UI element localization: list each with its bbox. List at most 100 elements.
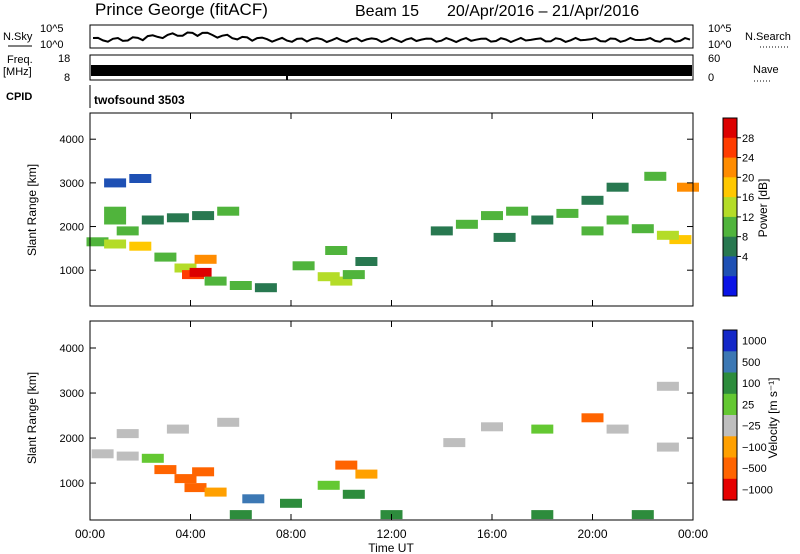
time-tick-label: 00:00 [75,527,105,541]
heatmap-cell [656,442,679,452]
heatmap-cell [204,276,227,286]
heatmap-cell [556,208,579,218]
y-tick-label: 2000 [60,222,84,234]
heatmap-cell [141,215,164,225]
colorbar-tick-label: −500 [742,463,767,475]
heatmap-cell [189,267,212,277]
noise-panel [89,24,694,49]
heatmap-cell [330,276,353,286]
heatmap-cell [606,182,629,192]
heatmap-cell [669,235,692,245]
heatmap-cell [531,215,554,225]
heatmap-cell [229,281,252,290]
heatmap-cell [116,429,139,439]
colorbar-swatch [723,118,737,139]
y-tick-label: 3000 [60,178,84,190]
noise-tick-left-high: 10^5 [40,23,64,35]
heatmap-cell [104,239,127,249]
heatmap-cell [154,465,177,475]
colorbar-tick-label: −25 [742,421,761,433]
freq-label-line1: Freq. [7,54,33,66]
heatmap-cell [104,178,127,188]
colorbar-swatch [723,351,737,374]
heatmap-cell [581,195,604,205]
colorbar-tick-label: 1000 [742,336,766,348]
heatmap-cell [166,213,189,223]
noise-tick-left-low: 10^0 [40,39,64,51]
heatmap-cell [317,272,340,282]
colorbar-frame [722,117,738,297]
heatmap-cell [104,206,127,216]
heatmap-cell [317,480,340,490]
colorbar-swatch [723,256,737,277]
colorbar-swatch [723,330,737,352]
heatmap-cell [455,219,478,229]
heatmap-cell [531,424,554,434]
noise-tick-right-high: 10^5 [708,23,732,35]
freq-band [91,65,692,76]
heatmap-cell [174,263,197,273]
heatmap-cell [184,483,207,493]
heatmap-cell [129,174,152,183]
date-range: 20/Apr/2016 – 21/Apr/2016 [447,3,639,20]
colorbar-tick-label: 16 [742,192,754,204]
colorbar-swatch [723,157,737,178]
station-title: Prince George (fitACF) [95,0,268,19]
colorbar-tick-label: 4 [742,251,748,263]
heatmap-cell [325,246,348,255]
heatmap-cell [86,237,109,247]
heatmap-cell [192,211,215,221]
heatmap-cell [443,438,466,448]
heatmap-cell [174,474,197,484]
colorbar-tick-label: 20 [742,172,754,184]
heatmap-cell [581,226,604,236]
colorbar-swatch [723,276,737,297]
nave-tick-low: 0 [708,72,714,84]
colorbar-swatch [723,372,737,395]
colorbar-swatch [723,415,737,437]
colorbar-tick-label: 28 [742,133,754,145]
heatmap-cell [242,494,265,504]
colorbar-swatch [723,177,737,198]
time-tick-label: 00:00 [678,527,708,541]
heatmap-cell [229,510,252,520]
colorbar-swatch [723,197,737,218]
colorbar-tick-label: 100 [742,378,760,390]
heatmap-cell [292,261,315,271]
heatmap-cell [430,226,453,236]
time-axis-ticks: 00:00 04:00 08:00 12:00 16:00 20:00 00:00 [75,113,708,541]
colorbar-swatch [723,236,737,257]
time-tick-label: 04:00 [175,527,205,541]
freq-tick-low: 8 [64,72,70,84]
colorbar-tick-label: −1000 [742,484,773,496]
heatmap-cell [129,241,152,251]
time-tick-label: 20:00 [577,527,607,541]
heatmap-cell [217,206,240,216]
heatmap-cell [166,424,189,434]
colorbar-tick-label: 24 [742,153,754,165]
heatmap-cell [154,252,177,262]
heatmap-cell [677,182,699,192]
colorbar-swatch [723,216,737,238]
y-tick-label: 3000 [60,388,84,400]
heatmap-cell [355,257,378,266]
heatmap-cell [493,232,516,242]
velocity-heatmap-cells [91,381,679,520]
colorbar-tick-label: −100 [742,442,767,454]
colorbar-swatch [723,393,737,416]
heatmap-cell [217,417,240,427]
y-tick-label: 4000 [60,134,84,146]
velocity-colorbar-title: Velocity [m s⁻¹] [766,377,780,458]
colorbar-tick-label: 12 [742,212,754,224]
noise-trace [92,31,691,44]
y-tick-label: 1000 [60,478,84,490]
heatmap-cell [116,226,139,236]
colorbar-swatch [723,137,737,159]
colorbar-swatch [723,478,737,501]
nsky-label: N.Sky [3,31,33,43]
heatmap-cell [141,453,164,463]
heatmap-cell [581,413,604,423]
velocity-y-ticks: 4000 3000 2000 1000 [60,343,693,490]
heatmap-cell [531,510,554,520]
